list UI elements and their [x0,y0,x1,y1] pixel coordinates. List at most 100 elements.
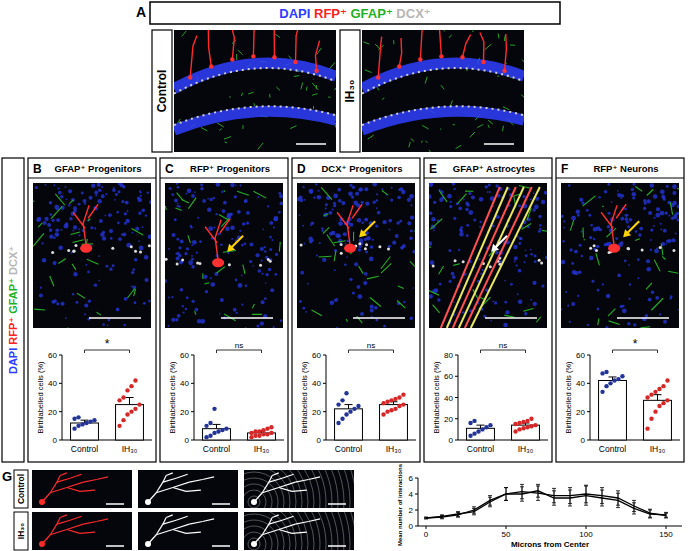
data-point [80,422,84,426]
data-point [620,374,624,378]
decoration [242,125,243,129]
decoration [236,312,238,314]
decoration [538,259,541,262]
decoration [251,499,257,505]
decoration [73,249,76,252]
decoration [449,35,452,38]
decoration [346,319,347,322]
decoration [581,255,583,257]
decoration [409,237,413,241]
decoration [279,194,283,198]
decoration [676,218,679,221]
error-bar [504,488,508,501]
decoration [395,234,399,238]
decoration [624,217,628,221]
decoration [269,236,272,239]
decoration [58,191,62,195]
decoration [44,184,46,186]
decoration [650,239,652,241]
decoration [187,188,192,193]
decoration [65,186,67,188]
panel-label: F [561,162,568,176]
error-bar [657,395,658,401]
decoration [244,243,247,246]
decoration [282,474,294,478]
y-tick-label: 20 [576,408,585,417]
decoration [215,213,217,215]
figure: ADAPI RFP⁺ GFAP⁺ DCX⁺ControlIH₃₀DAPI RFP… [0,0,689,551]
decoration [165,206,167,210]
decoration [333,204,336,207]
decoration [607,225,610,228]
decoration [411,138,415,141]
decoration [295,480,308,483]
error-bar [536,484,540,497]
decoration [228,263,231,266]
decoration [176,516,188,520]
stain-header: DAPI RFP⁺ GFAP⁺ DCX⁺ [279,6,430,21]
decoration [504,280,506,282]
stain-name: DAPI [279,6,310,21]
scale-bar [484,143,514,145]
decoration [505,34,507,71]
scale-bar [106,503,124,505]
decoration [122,185,125,188]
error-cap [609,376,617,377]
decoration [65,199,67,201]
bar [599,381,627,441]
data-point [653,409,657,413]
data-point [661,401,665,405]
decoration [643,207,646,210]
decoration [352,186,355,189]
decoration [520,237,523,240]
decoration [90,226,93,229]
decoration [649,183,654,188]
decoration [273,326,275,328]
decoration [252,304,254,308]
decoration [180,288,184,292]
decoration [252,265,254,267]
decoration [191,255,193,257]
decoration [134,250,137,253]
decoration [627,214,629,216]
y-tick-label: 2 [409,506,414,515]
decoration [368,135,374,139]
decoration [175,208,181,210]
decoration [108,213,112,217]
data-point [352,407,356,411]
panel-label: E [429,162,437,176]
data-point [133,378,137,382]
decoration [382,98,384,100]
data-point [397,404,401,408]
decoration [269,260,272,263]
decoration [252,30,254,56]
decoration [138,212,141,215]
decoration [524,312,527,315]
decoration [359,187,363,191]
decoration [171,193,174,196]
decoration [422,125,428,129]
decoration [177,203,179,205]
decoration [611,201,613,203]
data-point [472,419,476,423]
decoration [145,499,151,505]
significance-label: ns [367,341,375,350]
decoration [272,55,276,59]
decoration [299,214,301,216]
decoration [261,260,263,262]
decoration [265,282,267,284]
y-tick [59,355,62,356]
arrow-head [359,229,367,237]
decoration [225,142,228,144]
decoration [412,287,414,289]
decoration [197,217,199,219]
decoration [203,275,207,279]
decoration [456,145,461,148]
decoration [571,216,576,221]
decoration [244,484,272,508]
decoration [349,223,353,227]
decoration [83,480,96,483]
decoration [620,305,623,308]
data-point [393,397,397,401]
decoration [479,226,481,228]
